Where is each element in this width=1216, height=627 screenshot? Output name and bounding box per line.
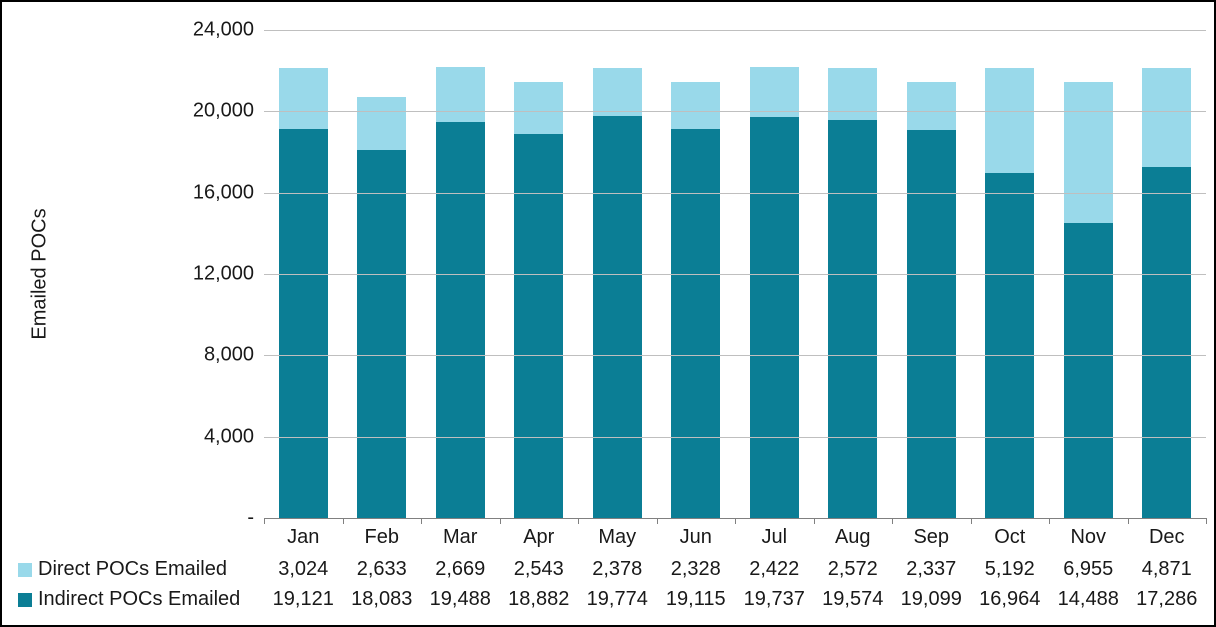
x-tick-mark [971, 518, 972, 524]
bar-direct [671, 82, 720, 129]
x-tick-mark [1049, 518, 1050, 524]
data-cell-indirect: 19,099 [892, 588, 971, 611]
data-cell-direct: 2,328 [657, 558, 736, 581]
data-cell-direct: 2,378 [578, 558, 657, 581]
x-category-label: Aug [814, 526, 893, 549]
bar-indirect [828, 120, 877, 518]
bar-indirect [1064, 223, 1113, 518]
data-cell-indirect: 18,083 [343, 588, 422, 611]
y-tick-label: 12,000 [174, 263, 254, 286]
data-cell-indirect: 16,964 [971, 588, 1050, 611]
y-tick-label: - [174, 507, 254, 530]
bar-direct [1064, 82, 1113, 223]
legend-swatch-indirect [18, 593, 32, 607]
x-category-label: Jan [264, 526, 343, 549]
x-category-label: Feb [343, 526, 422, 549]
gridline [264, 111, 1206, 112]
data-cell-indirect: 19,774 [578, 588, 657, 611]
bar-indirect [750, 117, 799, 518]
x-tick-mark [1206, 518, 1207, 524]
gridline [264, 437, 1206, 438]
bar-direct [436, 67, 485, 121]
bar-direct [907, 82, 956, 130]
x-category-label: Mar [421, 526, 500, 549]
y-tick-label: 24,000 [174, 19, 254, 42]
bar-direct [514, 82, 563, 134]
data-cell-direct: 6,955 [1049, 558, 1128, 581]
data-cell-direct: 3,024 [264, 558, 343, 581]
data-cell-indirect: 19,488 [421, 588, 500, 611]
bar-direct [750, 67, 799, 116]
x-tick-mark [343, 518, 344, 524]
bar-indirect [593, 116, 642, 518]
x-category-label: Nov [1049, 526, 1128, 549]
x-category-label: Sep [892, 526, 971, 549]
data-cell-direct: 2,633 [343, 558, 422, 581]
data-cell-direct: 2,422 [735, 558, 814, 581]
bar-direct [279, 68, 328, 129]
data-cell-indirect: 19,115 [657, 588, 736, 611]
chart-frame: Emailed POCs - 4,000 8,000 12,000 16,000 20,0… [0, 0, 1216, 627]
data-cell-direct: 2,337 [892, 558, 971, 581]
x-tick-mark [1128, 518, 1129, 524]
bar-direct [357, 97, 406, 151]
gridline [264, 274, 1206, 275]
bar-indirect [514, 134, 563, 518]
bar-indirect [671, 129, 720, 518]
x-tick-mark [735, 518, 736, 524]
legend-direct: Direct POCs Emailed [18, 558, 227, 581]
gridline [264, 355, 1206, 356]
legend-label-direct: Direct POCs Emailed [38, 558, 227, 581]
x-tick-mark [578, 518, 579, 524]
x-category-label: Oct [971, 526, 1050, 549]
y-axis-label: Emailed POCs [29, 208, 52, 339]
bar-direct [985, 68, 1034, 174]
x-category-label: Jul [735, 526, 814, 549]
x-tick-mark [500, 518, 501, 524]
x-tick-mark [892, 518, 893, 524]
bar-indirect [907, 130, 956, 518]
legend-swatch-direct [18, 563, 32, 577]
data-cell-direct: 2,669 [421, 558, 500, 581]
data-cell-indirect: 19,121 [264, 588, 343, 611]
bar-direct [1142, 68, 1191, 167]
x-category-label: Dec [1128, 526, 1207, 549]
x-category-label: Jun [657, 526, 736, 549]
legend-indirect: Indirect POCs Emailed [18, 588, 240, 611]
y-tick-label: 4,000 [174, 425, 254, 448]
gridline [264, 193, 1206, 194]
bar-indirect [985, 173, 1034, 518]
gridline [264, 30, 1206, 31]
bar-direct [593, 68, 642, 116]
data-cell-indirect: 18,882 [500, 588, 579, 611]
data-cell-indirect: 14,488 [1049, 588, 1128, 611]
y-tick-label: 16,000 [174, 181, 254, 204]
bar-indirect [1142, 167, 1191, 518]
x-tick-mark [421, 518, 422, 524]
data-cell-direct: 4,871 [1128, 558, 1207, 581]
data-cell-direct: 2,572 [814, 558, 893, 581]
x-tick-mark [657, 518, 658, 524]
bar-indirect [436, 122, 485, 518]
bar-indirect [279, 129, 328, 518]
data-cell-indirect: 19,574 [814, 588, 893, 611]
bar-indirect [357, 150, 406, 518]
x-tick-mark [264, 518, 265, 524]
y-tick-label: 8,000 [174, 344, 254, 367]
legend-label-indirect: Indirect POCs Emailed [38, 588, 240, 611]
x-category-label: May [578, 526, 657, 549]
data-cell-direct: 2,543 [500, 558, 579, 581]
data-cell-indirect: 19,737 [735, 588, 814, 611]
data-cell-indirect: 17,286 [1128, 588, 1207, 611]
x-category-label: Apr [500, 526, 579, 549]
y-tick-label: 20,000 [174, 100, 254, 123]
x-tick-mark [814, 518, 815, 524]
data-cell-direct: 5,192 [971, 558, 1050, 581]
